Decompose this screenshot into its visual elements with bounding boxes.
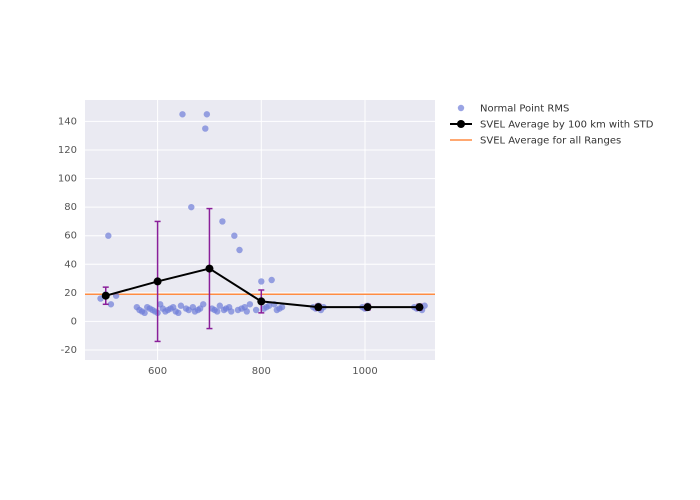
scatter-point xyxy=(244,308,250,314)
legend-entry: SVEL Average by 100 km with STD xyxy=(450,120,654,131)
scatter-point xyxy=(219,218,225,224)
line-series-marker xyxy=(205,265,213,273)
scatter-point xyxy=(175,310,181,316)
ytick-label: 120 xyxy=(58,145,77,156)
line-series-marker xyxy=(314,303,322,311)
legend-label: Normal Point RMS xyxy=(480,104,569,115)
scatter-point xyxy=(228,308,234,314)
legend-swatch-marker xyxy=(457,120,465,128)
chart-root: -20 0 20 40 60 80 100 120 140 600 800 1000 Normal Po… xyxy=(0,0,700,500)
line-series-marker xyxy=(154,277,162,285)
line-series-marker xyxy=(102,292,110,300)
scatter-point xyxy=(268,277,274,283)
ytick-label: -20 xyxy=(61,345,77,356)
chart-svg: -20 0 20 40 60 80 100 120 140 600 800 1000 Normal Po… xyxy=(0,0,700,500)
ytick-label: 60 xyxy=(64,231,77,242)
scatter-point xyxy=(258,278,264,284)
ytick-label: 100 xyxy=(58,174,77,185)
scatter-point xyxy=(214,308,220,314)
legend-swatch-scatter xyxy=(458,105,464,111)
legend-label: SVEL Average for all Ranges xyxy=(480,136,621,147)
scatter-point xyxy=(247,301,253,307)
scatter-point xyxy=(179,111,185,117)
legend-label: SVEL Average by 100 km with STD xyxy=(480,120,654,131)
ytick-label: 0 xyxy=(71,316,77,327)
line-series-marker xyxy=(415,303,423,311)
xtick-label: 600 xyxy=(148,366,167,377)
line-series-marker xyxy=(364,303,372,311)
scatter-point xyxy=(204,111,210,117)
ytick-label: 40 xyxy=(64,259,77,270)
scatter-point xyxy=(141,310,147,316)
ytick-label: 80 xyxy=(64,202,77,213)
scatter-point xyxy=(279,304,285,310)
xtick-label: 1000 xyxy=(352,366,377,377)
ytick-label: 20 xyxy=(64,288,77,299)
scatter-point xyxy=(236,247,242,253)
line-series-marker xyxy=(257,297,265,305)
scatter-point xyxy=(200,301,206,307)
ytick-label: 140 xyxy=(58,116,77,127)
scatter-point xyxy=(105,233,111,239)
scatter-point xyxy=(231,233,237,239)
scatter-point xyxy=(202,125,208,131)
xtick-label: 800 xyxy=(252,366,271,377)
scatter-point xyxy=(188,204,194,210)
